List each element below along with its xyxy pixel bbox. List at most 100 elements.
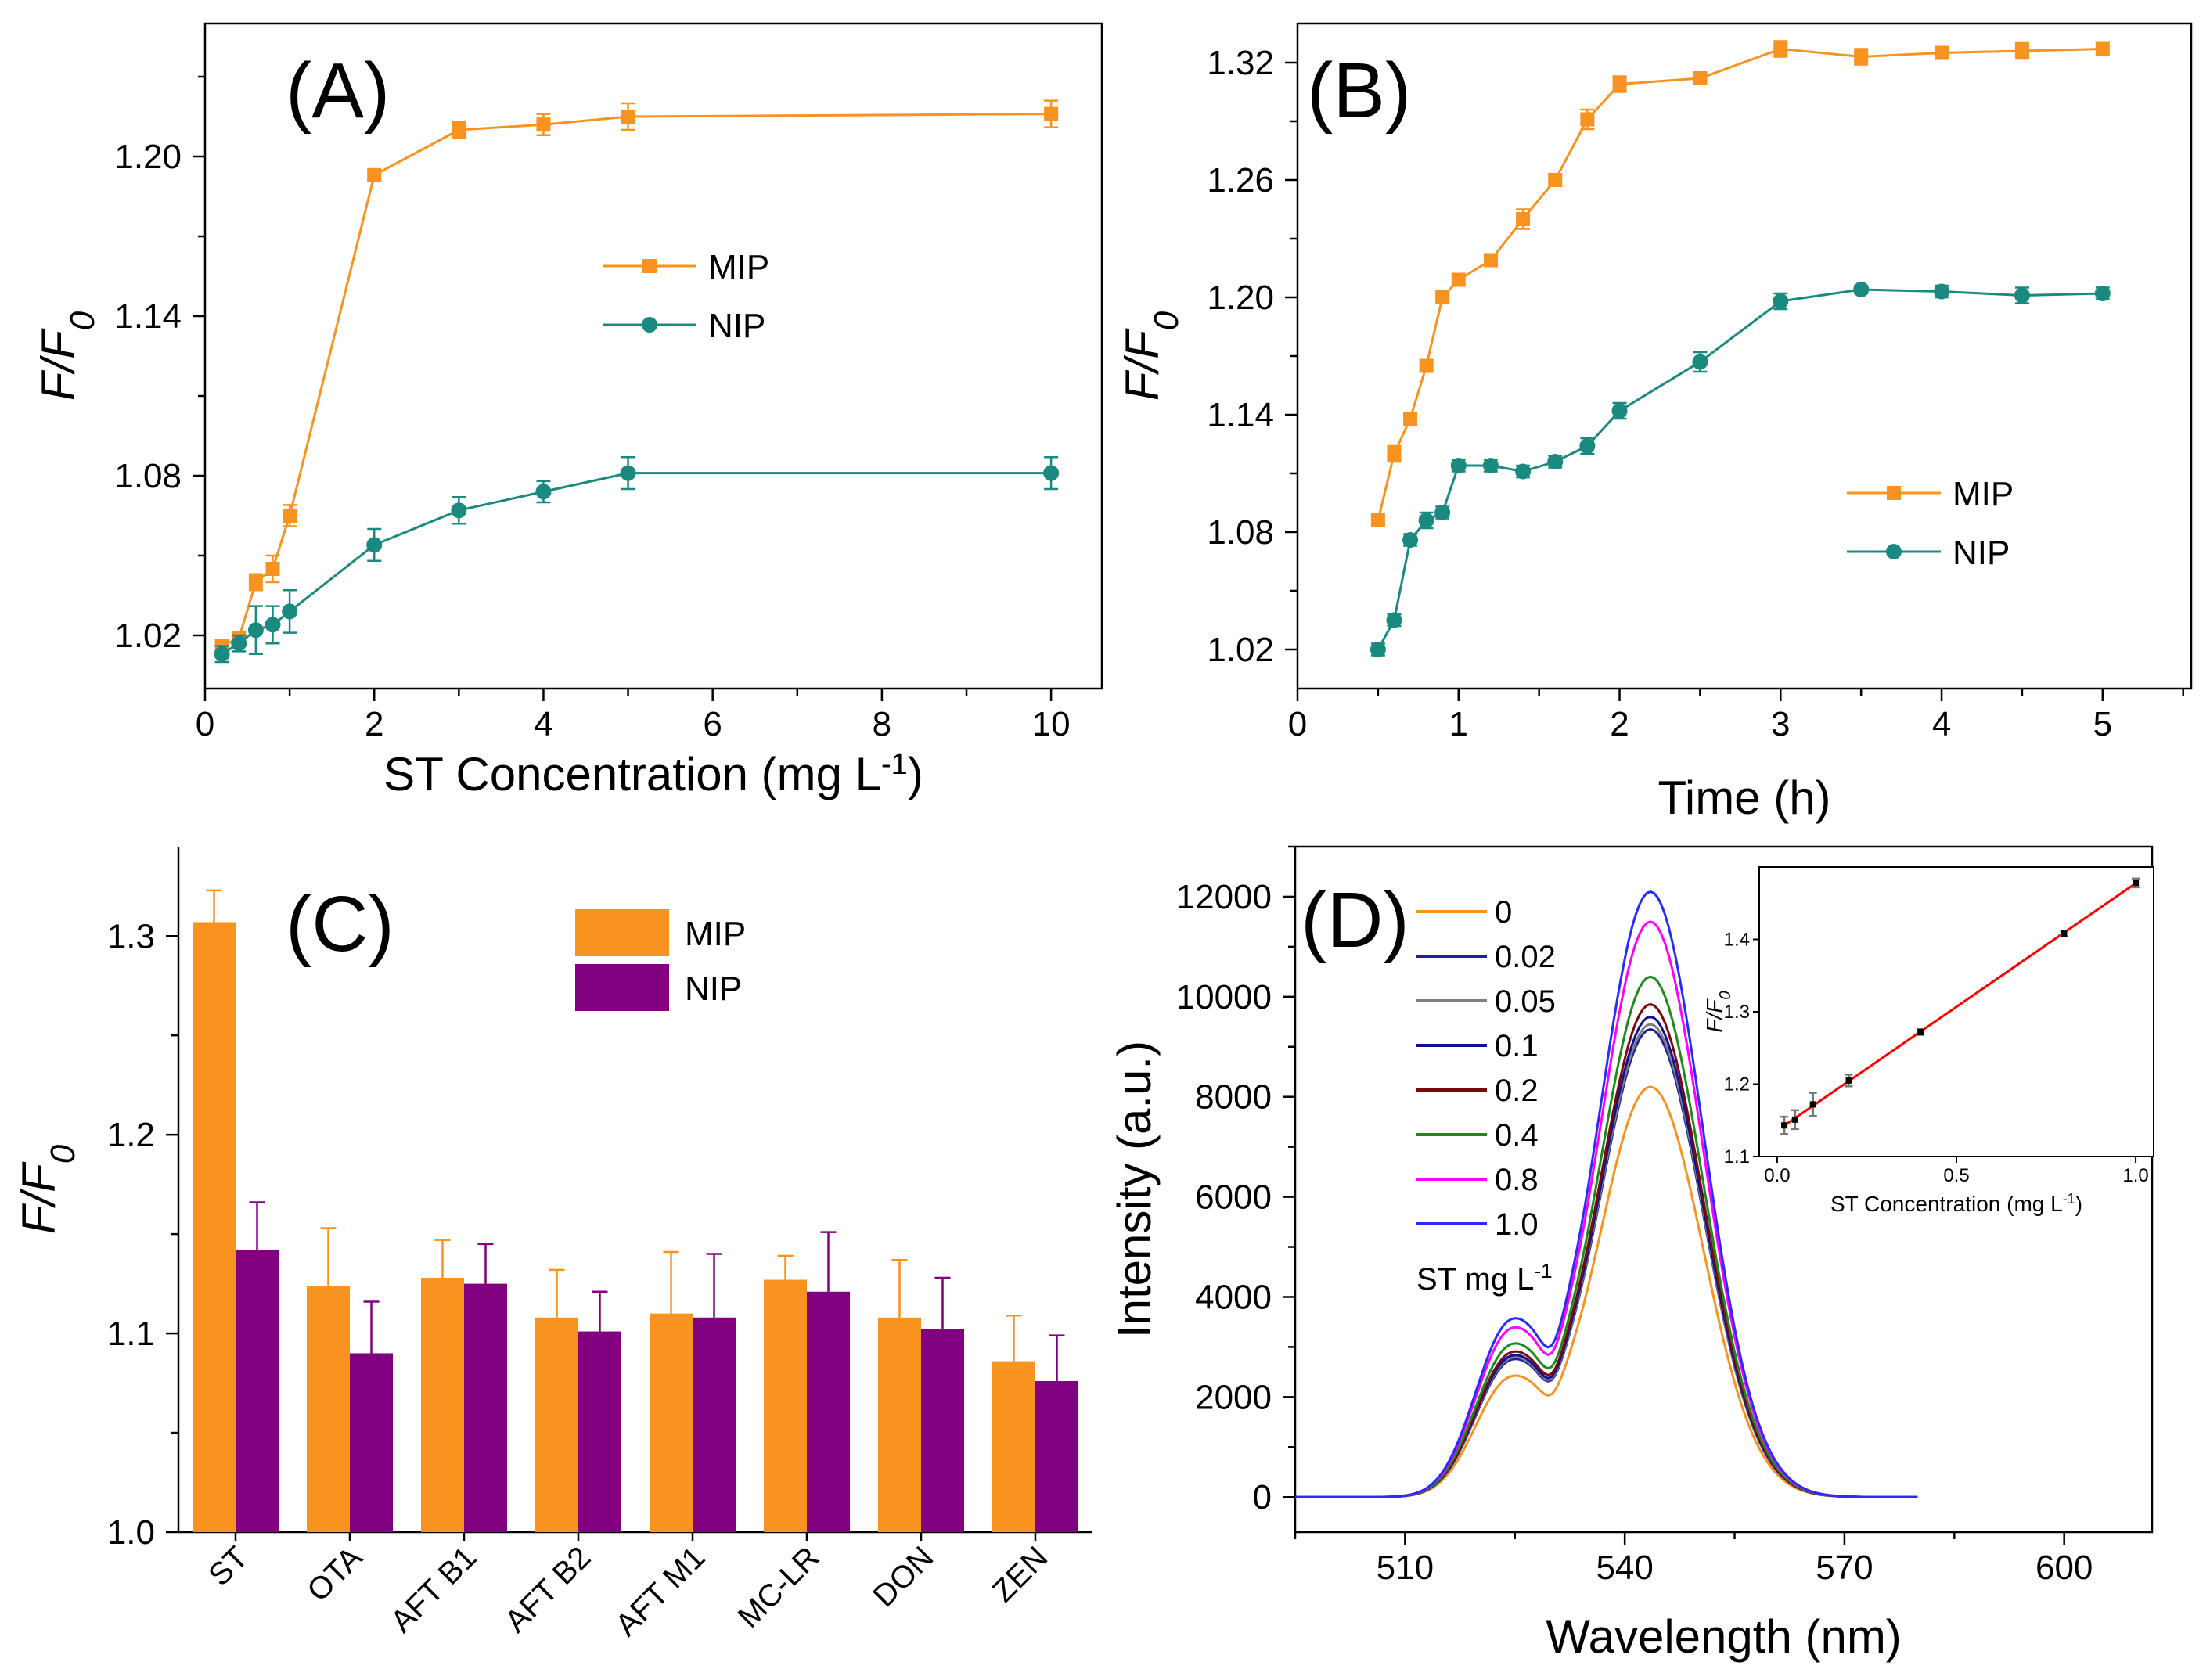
legend-label: 0.2 (1495, 1074, 1539, 1108)
data-point (452, 123, 466, 137)
bar-nip (464, 1283, 507, 1532)
inset-x-label-superscript: -1 (2063, 1191, 2075, 1207)
data-point (1548, 173, 1563, 187)
y-tick-label: 1.3 (107, 917, 155, 955)
inset-chart: 1.1 1.2 1.3 1.4 0.0 0.5 1.0 F/F0 ST Concentratio… (1702, 866, 2154, 1216)
spectrum-1.0 (1295, 890, 1918, 1498)
data-point (1370, 513, 1385, 527)
y-tick-label: 1.26 (1207, 161, 1274, 200)
y-tick-label: 1.14 (114, 297, 182, 336)
y-tick-label: 1.08 (1207, 513, 1274, 552)
inset-data-point (1809, 1101, 1816, 1108)
bar-mip (992, 1361, 1035, 1532)
data-point (1580, 112, 1595, 127)
panel-c: 1.0 1.1 1.2 1.3 (C) F/F0 ST OTA AFT B1 AFT B2 AFT … (13, 847, 1092, 1642)
bar-mip (421, 1277, 464, 1532)
x-axis-label: ST Concentration (mg L-1) (383, 748, 923, 800)
category-label: OTA (301, 1540, 369, 1608)
x-tick-label: 5 (2093, 705, 2112, 743)
legend-label: 0.1 (1495, 1029, 1539, 1063)
panel-d: 0 2000 4000 6000 8000 10000 12000 510 540 570 600 (… (1108, 845, 2154, 1663)
legend-label: MIP (1953, 475, 2014, 513)
series-nip (214, 455, 1060, 664)
y-axis-label-subscript: 0 (1147, 311, 1186, 330)
data-point (451, 502, 467, 519)
data-point (1516, 212, 1531, 226)
data-point (1773, 41, 1788, 56)
data-point (367, 167, 382, 182)
legend-label: 0.05 (1495, 984, 1556, 1019)
y-tick-label: 1.0 (107, 1513, 155, 1552)
x-tick-label: 4 (1932, 705, 1951, 743)
series-line (1377, 47, 2103, 521)
y-axis-label: Intensity (a.u.) (1108, 1041, 1161, 1338)
y-tick-label: 1.20 (114, 138, 182, 176)
data-point (535, 484, 552, 500)
y-tick-label: 2000 (1195, 1378, 1272, 1416)
category-label: AFT B1 (384, 1540, 483, 1639)
y-tick-label: 1.2 (107, 1116, 155, 1154)
x-tick-label: 4 (534, 705, 552, 743)
legend-label: 0.4 (1495, 1118, 1539, 1153)
bar-nip (236, 1250, 279, 1532)
data-point (1579, 438, 1596, 454)
data-point (2014, 287, 2030, 304)
data-point (1693, 71, 1708, 85)
data-point (1451, 272, 1466, 287)
y-axis-label-main: F/F (1116, 328, 1168, 401)
legend-label: 1.0 (1495, 1207, 1539, 1242)
inset-y-tick-label: 1.4 (1724, 930, 1750, 951)
bar-mip (650, 1313, 693, 1532)
data-point (620, 465, 636, 481)
x-axis-label-main: ST Concentration (mg L (383, 748, 881, 800)
data-point (247, 622, 264, 639)
y-axis-label-subscript: 0 (44, 1144, 82, 1164)
y-axis-label-main: F/F (32, 328, 85, 401)
data-point (265, 562, 280, 576)
data-point (1515, 463, 1532, 480)
plot-frame (203, 22, 1103, 690)
legend-title: ST mg L-1 (1416, 1259, 1553, 1297)
inset-y-label-subscript: 0 (1717, 991, 1734, 999)
y-tick-label: 0 (1253, 1478, 1272, 1516)
category-label: AFT B2 (499, 1540, 597, 1639)
inset-data-point (1845, 1077, 1852, 1084)
legend-marker (1887, 486, 1901, 500)
legend-label: MIP (685, 915, 746, 953)
bar-mip (535, 1317, 578, 1532)
data-point (1434, 505, 1451, 520)
series-line (221, 472, 1052, 656)
data-point (1482, 458, 1499, 473)
data-point (2094, 286, 2111, 301)
y-axis-label-subscript: 0 (63, 311, 102, 330)
y-tick-label: 1.32 (1207, 44, 1274, 82)
bar-nip (807, 1291, 850, 1532)
data-point (1043, 465, 1060, 481)
data-point (231, 635, 247, 652)
y-tick-label: 12000 (1176, 878, 1272, 916)
data-point (1403, 412, 1418, 426)
y-tick-label: 1.02 (1207, 631, 1274, 669)
legend-title-main: ST mg L (1416, 1262, 1534, 1297)
x-tick-label: 1 (1449, 705, 1468, 743)
data-point (1044, 106, 1059, 121)
inset-x-label-main: ST Concentration (mg L (1830, 1192, 2063, 1216)
inset-x-label-end: ) (2075, 1192, 2082, 1216)
inset-data-point (2061, 930, 2068, 937)
data-point (1547, 454, 1564, 469)
legend-label: 0 (1495, 895, 1512, 930)
legend-label: NIP (1953, 534, 2010, 572)
y-axis-label: F/F0 (1116, 311, 1186, 401)
data-point (621, 110, 635, 124)
legend-swatch (575, 964, 669, 1011)
data-point (1450, 458, 1467, 473)
x-axis-label-end: ) (908, 748, 923, 800)
y-tick-label: 1.14 (1207, 396, 1274, 434)
x-tick-label: 3 (1771, 705, 1790, 743)
data-point (1387, 447, 1402, 461)
x-axis-label: Wavelength (nm) (1546, 1610, 1902, 1663)
data-point (1773, 293, 1789, 309)
bar-nip (1035, 1381, 1078, 1532)
bar-mip (764, 1279, 807, 1532)
